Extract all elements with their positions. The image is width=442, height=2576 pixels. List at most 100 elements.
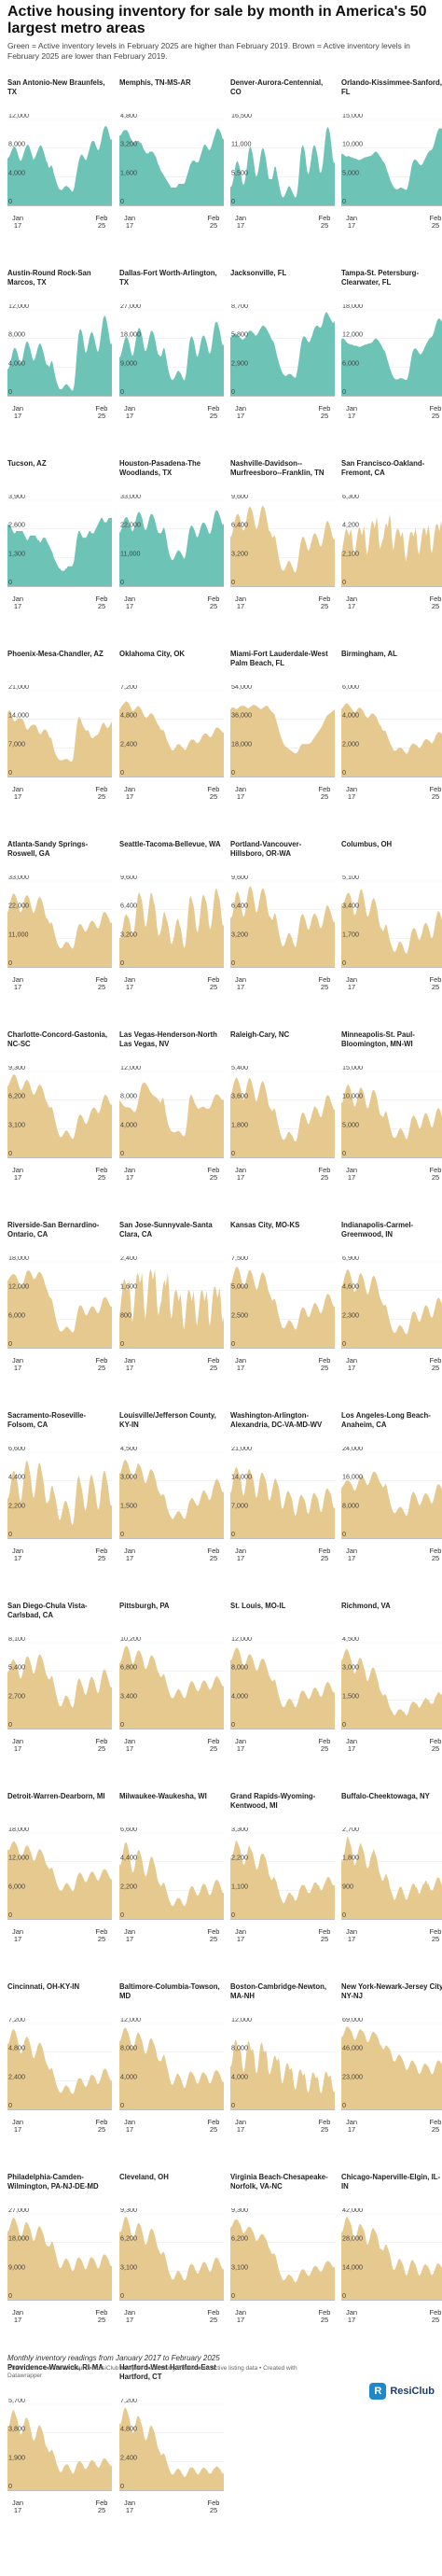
y-tick-label: 0 bbox=[231, 1911, 235, 1919]
x-tick-label: Feb bbox=[207, 2308, 220, 2317]
metro-title: Minneapolis-St. Paul-Bloomington, MN-WI bbox=[341, 1030, 415, 1048]
y-tick-label: 0 bbox=[231, 197, 235, 205]
x-tick-label: 25 bbox=[431, 2125, 440, 2134]
x-tick-label: Jan bbox=[234, 1737, 247, 1745]
metro-title: Tampa-St. Petersburg-Clearwater, FL bbox=[341, 269, 420, 287]
x-start-label: Jan 17 bbox=[232, 405, 249, 420]
metro-title: Kansas City, MO-KS bbox=[230, 1221, 300, 1229]
inventory-area bbox=[7, 125, 112, 205]
metro-panel: Pittsburgh, PA 10,200 6,800 3,400 0 Jan 17 Feb 2… bbox=[119, 1602, 224, 1814]
x-tick-label: Feb bbox=[207, 975, 220, 984]
inventory-area bbox=[230, 1467, 335, 1538]
y-tick-label: 4,000 bbox=[231, 1691, 248, 1700]
x-tick-label: 17 bbox=[236, 1554, 245, 1562]
x-tick-label: Feb bbox=[318, 1737, 331, 1745]
inventory-area bbox=[230, 127, 335, 205]
y-tick-label: 0 bbox=[120, 959, 124, 967]
metro-panel: Detroit-Warren-Dearborn, MI 18,000 12,000 6… bbox=[7, 1792, 112, 2005]
metro-chart: 5,400 3,600 1,800 0 bbox=[230, 1066, 335, 1163]
inventory-area bbox=[7, 2218, 112, 2300]
metro-chart: 9,600 6,400 3,200 0 bbox=[230, 495, 335, 592]
metro-chart-svg: 12,000 8,000 4,000 0 bbox=[230, 2018, 335, 2110]
x-start-label: Jan 17 bbox=[343, 405, 360, 420]
y-tick-label: 3,200 bbox=[120, 140, 137, 148]
y-tick-label: 0 bbox=[120, 578, 124, 586]
inventory-area bbox=[230, 1647, 335, 1729]
metro-panel: Grand Rapids-Wyoming-Kentwood, MI 3,300 2,… bbox=[230, 1792, 335, 2005]
x-tick-label: Feb bbox=[429, 2308, 442, 2317]
x-tick-label: Jan bbox=[345, 404, 358, 413]
x-end-label: Feb 25 bbox=[427, 976, 442, 991]
x-tick-label: 25 bbox=[320, 2125, 329, 2134]
y-tick-label: 0 bbox=[120, 387, 124, 396]
x-tick-label: 25 bbox=[209, 412, 218, 420]
x-tick-label: 25 bbox=[431, 1744, 440, 1753]
x-end-label: Feb 25 bbox=[93, 1547, 110, 1562]
metro-chart: 5,700 3,800 1,900 0 bbox=[7, 2399, 112, 2496]
x-tick-label: Feb bbox=[429, 1547, 442, 1555]
y-tick-label: 0 bbox=[342, 1911, 346, 1919]
inventory-area bbox=[230, 705, 335, 777]
x-start-label: Jan 17 bbox=[343, 1357, 360, 1372]
x-tick-label: 25 bbox=[431, 1554, 440, 1562]
x-tick-label: 25 bbox=[320, 1935, 329, 1943]
x-tick-label: Jan bbox=[345, 2118, 358, 2126]
x-tick-label: 17 bbox=[125, 1554, 134, 1562]
y-tick-label: 1,900 bbox=[8, 2453, 25, 2461]
metro-chart: 42,000 28,000 14,000 0 bbox=[341, 2208, 442, 2305]
x-tick-label: Feb bbox=[95, 2308, 108, 2317]
x-tick-label: 25 bbox=[209, 1554, 218, 1562]
inventory-area bbox=[119, 701, 224, 777]
y-tick-label: 0 bbox=[8, 2291, 12, 2300]
y-tick-label: 10,000 bbox=[342, 140, 363, 148]
x-tick-label: 17 bbox=[13, 2316, 22, 2324]
x-tick-label: 25 bbox=[320, 221, 329, 230]
y-tick-label: 9,600 bbox=[231, 495, 248, 500]
x-tick-label: Feb bbox=[207, 2118, 220, 2126]
metro-chart-svg: 69,000 46,000 23,000 0 bbox=[341, 2018, 442, 2110]
x-tick-label: 17 bbox=[13, 221, 22, 230]
x-tick-label: Feb bbox=[95, 1166, 108, 1174]
y-tick-label: 6,900 bbox=[342, 1256, 359, 1262]
x-tick-label: Jan bbox=[345, 2308, 358, 2317]
inventory-area bbox=[341, 128, 442, 205]
metro-chart: 10,200 6,800 3,400 0 bbox=[119, 1637, 224, 1734]
y-tick-label: 9,300 bbox=[8, 1066, 25, 1071]
metro-chart-svg: 8,700 5,800 2,900 0 bbox=[230, 304, 335, 397]
metro-chart-svg: 2,700 1,800 900 0 bbox=[341, 1827, 442, 1920]
y-tick-label: 0 bbox=[8, 1720, 12, 1729]
x-tick-label: Jan bbox=[123, 1927, 136, 1936]
y-tick-label: 8,000 bbox=[120, 2044, 137, 2052]
metro-chart: 4,500 3,000 1,500 0 bbox=[119, 1447, 224, 1544]
metro-panel: Tucson, AZ 3,900 2,600 1,300 0 Jan 17 Feb 25 bbox=[7, 459, 112, 672]
x-start-label: Jan 17 bbox=[9, 405, 26, 420]
y-tick-label: 4,500 bbox=[342, 1637, 359, 1643]
x-tick-label: 25 bbox=[97, 1364, 106, 1372]
x-tick-label: 17 bbox=[236, 1935, 245, 1943]
metro-chart: 4,800 3,200 1,600 0 bbox=[119, 114, 224, 211]
y-tick-label: 54,000 bbox=[231, 685, 252, 691]
metro-chart: 6,900 4,600 2,300 0 bbox=[341, 1256, 442, 1353]
x-tick-label: 17 bbox=[236, 2316, 245, 2324]
x-tick-label: 17 bbox=[125, 1744, 134, 1753]
x-tick-label: Feb bbox=[207, 1547, 220, 1555]
x-tick-label: Jan bbox=[123, 2308, 136, 2317]
y-tick-label: 0 bbox=[120, 1339, 124, 1348]
metro-chart: 9,600 6,400 3,200 0 bbox=[119, 875, 224, 973]
metro-chart-svg: 6,600 4,400 2,200 0 bbox=[119, 1827, 224, 1920]
y-tick-label: 2,200 bbox=[231, 1854, 248, 1862]
x-tick-label: Jan bbox=[11, 975, 24, 984]
x-start-label: Jan 17 bbox=[9, 1547, 26, 1562]
metro-chart-svg: 8,100 5,400 2,700 0 bbox=[7, 1637, 112, 1729]
metro-panel: Providence-Warwick, RI-MA 5,700 3,800 1,900… bbox=[7, 2363, 112, 2576]
metro-panel: Orlando-Kissimmee-Sanford, FL 15,000 10,00… bbox=[341, 78, 442, 291]
metro-chart: 4,500 3,000 1,500 0 bbox=[341, 1637, 442, 1734]
x-tick-label: Feb bbox=[429, 595, 442, 603]
metro-title: Nashville-Davidson--Murfreesboro--Frankl… bbox=[230, 459, 325, 477]
metro-title: Washington-Arlington-Alexandria, DC-VA-M… bbox=[230, 1411, 323, 1429]
metro-chart-svg: 5,400 3,600 1,800 0 bbox=[230, 1066, 335, 1158]
metro-chart: 3,900 2,600 1,300 0 bbox=[7, 495, 112, 592]
y-tick-label: 4,500 bbox=[120, 1447, 137, 1452]
footnote: Monthly inventory readings from January … bbox=[7, 2354, 220, 2362]
x-start-label: Jan 17 bbox=[343, 786, 360, 801]
